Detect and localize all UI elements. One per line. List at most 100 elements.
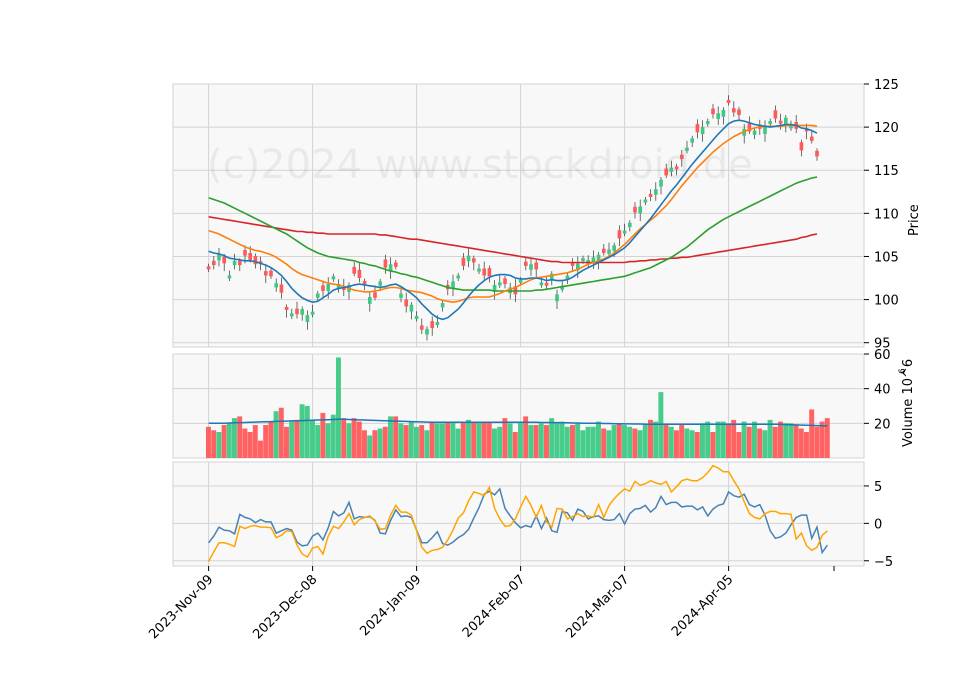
candle-up: [529, 264, 533, 270]
candle-down: [679, 154, 684, 160]
candle-up: [518, 279, 523, 283]
volume-bar: [700, 423, 705, 458]
candle-down: [695, 124, 700, 133]
candle-up: [555, 294, 559, 302]
volume-bar: [278, 407, 284, 458]
volume-bar: [689, 430, 695, 458]
candle-down: [471, 258, 476, 263]
volume-bar: [221, 425, 227, 458]
candle-up: [300, 309, 305, 315]
candle-down: [253, 256, 258, 265]
volume-bar: [538, 423, 544, 458]
volume-bar: [824, 418, 830, 458]
candle-up: [399, 293, 403, 298]
volume-bar: [772, 426, 778, 458]
volume-bar: [507, 423, 513, 458]
candle-up: [409, 304, 414, 312]
candle-down: [263, 271, 268, 276]
candle-down: [778, 120, 783, 124]
volume-bar: [736, 432, 742, 458]
x-tick-label: 2023-Dec-08: [250, 572, 320, 642]
volume-bar: [455, 428, 461, 458]
volume-bar: [767, 419, 773, 458]
candle-up: [425, 328, 429, 335]
candle-up: [607, 249, 611, 254]
candle-up: [721, 109, 726, 117]
candle-down: [747, 123, 752, 132]
volume-bar: [814, 426, 820, 458]
candle-down: [731, 108, 736, 113]
volume-bar: [330, 414, 336, 458]
grid-lines: [173, 83, 864, 566]
candle-down: [404, 299, 409, 307]
volume-bar: [408, 421, 414, 458]
x-tick-label: 2023-Nov-09: [146, 572, 216, 642]
volume-bar: [258, 440, 263, 458]
candle-down: [674, 166, 679, 170]
candle-down: [373, 292, 377, 298]
volume-bar: [325, 423, 331, 458]
candle-down: [419, 325, 424, 330]
volume-bar: [731, 419, 737, 458]
volume-bar: [746, 426, 752, 458]
price-tick-label: 120: [874, 121, 899, 136]
candle-down: [487, 268, 492, 277]
volume-bar: [694, 432, 700, 458]
volume-series: [206, 357, 830, 458]
candle-up: [232, 260, 237, 266]
volume-bar: [476, 421, 482, 458]
candle-down: [633, 206, 637, 213]
oscillator-series: [207, 464, 829, 562]
volume-bar: [226, 423, 232, 458]
volume-bar: [544, 425, 549, 458]
oscillator-tick-label: 0: [874, 517, 882, 532]
volume-bar: [237, 416, 243, 458]
volume-bar: [533, 425, 539, 458]
volume-bar: [268, 421, 274, 458]
volume-bar: [211, 430, 217, 458]
x-tick-label: 2024-Feb-07: [460, 572, 529, 641]
candle-down: [362, 281, 367, 285]
volume-tick-label: 20: [874, 417, 891, 432]
volume-bar: [549, 418, 555, 458]
volume-bar: [637, 430, 643, 458]
x-tick-label: 2024-Jan-09: [357, 572, 424, 639]
volume-bar: [590, 426, 596, 458]
volume-bar: [252, 425, 258, 458]
candle-up: [763, 127, 767, 135]
oscillator-line-2: [207, 464, 828, 562]
candle-up: [451, 281, 455, 289]
volume-bar: [450, 421, 456, 458]
candle-up: [217, 254, 221, 261]
price-panel-bg: [172, 83, 865, 348]
volume-bar: [460, 421, 466, 458]
volume-bar: [627, 426, 633, 458]
volume-bar: [778, 421, 783, 458]
candle-down: [815, 150, 819, 157]
candle-down: [544, 282, 549, 286]
volume-bar: [216, 432, 222, 458]
candle-down: [809, 136, 814, 141]
volume-bar: [622, 425, 627, 458]
volume-bar: [674, 430, 679, 458]
volume-bar: [741, 421, 747, 458]
volume-bar: [648, 419, 653, 458]
candle-down: [711, 108, 715, 115]
candle-down: [222, 256, 227, 264]
volume-bar: [658, 392, 664, 458]
volume-bar: [720, 421, 726, 458]
volume-bar: [414, 426, 419, 458]
volume-bar: [393, 416, 399, 458]
volume-bar: [523, 416, 529, 458]
volume-bar: [783, 423, 789, 458]
volume-bar: [320, 412, 326, 458]
x-tick-label: 2024-Mar-07: [563, 572, 632, 641]
volume-bar: [642, 425, 648, 458]
volume-bar: [528, 425, 534, 458]
volume-bar: [206, 426, 211, 458]
candle-up: [752, 130, 757, 135]
volume-bar: [726, 423, 731, 458]
moving-average-fast-line: [208, 119, 818, 321]
volume-bar: [559, 421, 565, 458]
volume-bar: [471, 421, 477, 458]
